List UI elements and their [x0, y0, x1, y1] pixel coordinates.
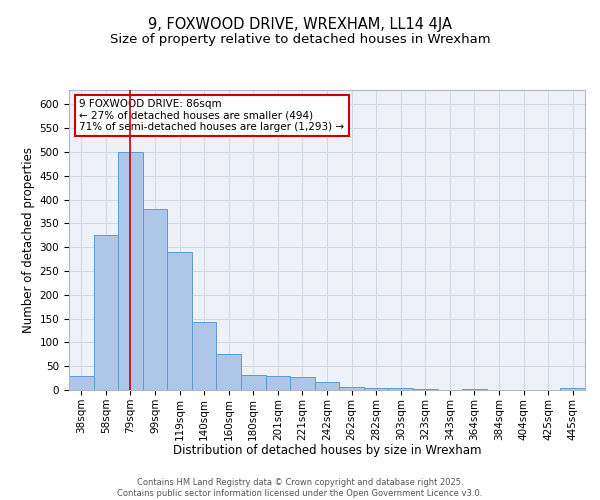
- Bar: [560, 388, 585, 390]
- Bar: [364, 388, 388, 390]
- Bar: [339, 386, 364, 390]
- Bar: [192, 322, 217, 390]
- Bar: [462, 388, 487, 390]
- Bar: [241, 375, 266, 390]
- Bar: [94, 235, 118, 390]
- Text: 9, FOXWOOD DRIVE, WREXHAM, LL14 4JA: 9, FOXWOOD DRIVE, WREXHAM, LL14 4JA: [148, 18, 452, 32]
- Bar: [69, 376, 94, 390]
- Bar: [266, 376, 290, 390]
- Bar: [315, 382, 339, 390]
- Bar: [167, 252, 192, 390]
- Text: Size of property relative to detached houses in Wrexham: Size of property relative to detached ho…: [110, 32, 490, 46]
- Bar: [143, 209, 167, 390]
- Bar: [388, 388, 413, 390]
- Text: 9 FOXWOOD DRIVE: 86sqm
← 27% of detached houses are smaller (494)
71% of semi-de: 9 FOXWOOD DRIVE: 86sqm ← 27% of detached…: [79, 99, 344, 132]
- Y-axis label: Number of detached properties: Number of detached properties: [22, 147, 35, 333]
- X-axis label: Distribution of detached houses by size in Wrexham: Distribution of detached houses by size …: [173, 444, 481, 457]
- Bar: [413, 389, 437, 390]
- Bar: [217, 354, 241, 390]
- Bar: [118, 152, 143, 390]
- Bar: [290, 376, 315, 390]
- Text: Contains HM Land Registry data © Crown copyright and database right 2025.
Contai: Contains HM Land Registry data © Crown c…: [118, 478, 482, 498]
